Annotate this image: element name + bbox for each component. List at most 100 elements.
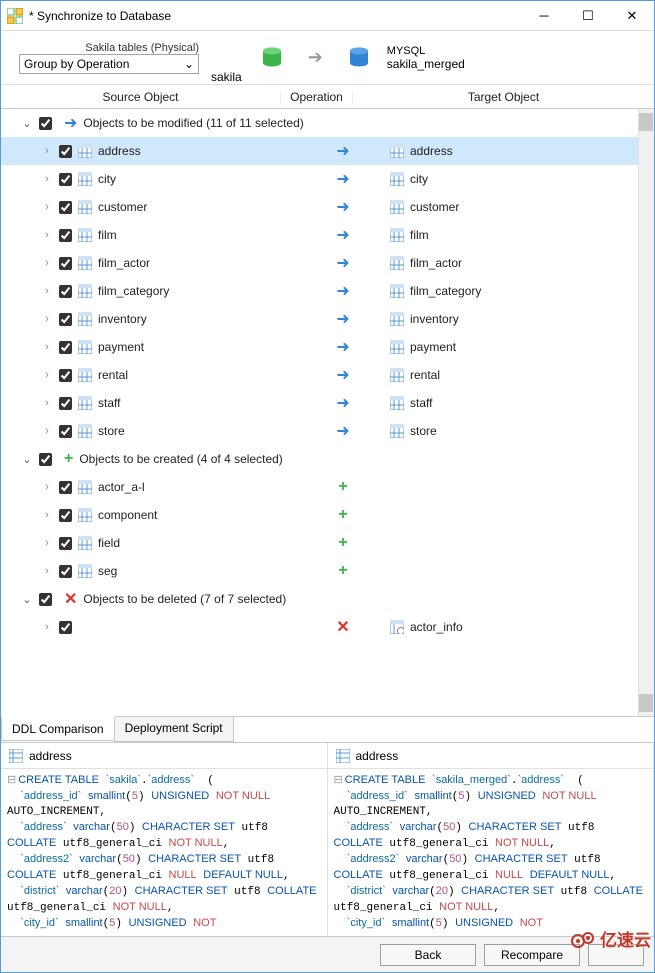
- collapse-icon[interactable]: ⌄: [21, 117, 33, 130]
- operation-cell: +: [308, 506, 378, 524]
- expand-icon[interactable]: ›: [41, 145, 53, 157]
- grouping-combo[interactable]: Group by Operation ⌄: [19, 54, 199, 74]
- table-icon: [78, 200, 92, 214]
- back-button[interactable]: Back: [380, 944, 476, 966]
- expand-icon[interactable]: ›: [41, 369, 53, 381]
- minimize-button[interactable]: ─: [522, 1, 566, 31]
- expand-icon[interactable]: ›: [41, 341, 53, 353]
- table-icon: [78, 368, 92, 382]
- object-checkbox[interactable]: [59, 397, 72, 410]
- operation-cell: ➜: [308, 281, 378, 301]
- operation-cell: ➜: [308, 365, 378, 385]
- app-icon: [7, 8, 23, 24]
- object-row[interactable]: ›staff➜staff: [1, 389, 654, 417]
- title-bar: * Synchronize to Database ─ ☐ ✕: [1, 1, 654, 31]
- ddl-target-code[interactable]: ⊟CREATE TABLE `sakila_merged`.`address` …: [328, 769, 654, 936]
- expand-icon[interactable]: ›: [41, 285, 53, 297]
- group-modified[interactable]: ⌄ ➜ Objects to be modified (11 of 11 sel…: [1, 109, 654, 137]
- table-icon: [390, 228, 404, 242]
- object-checkbox[interactable]: [59, 341, 72, 354]
- object-checkbox[interactable]: [59, 369, 72, 382]
- target-db-type: MYSQL: [387, 45, 465, 57]
- object-row[interactable]: ›city➜city: [1, 165, 654, 193]
- source-object-name: inventory: [98, 312, 147, 326]
- collapse-icon[interactable]: ⌄: [21, 453, 33, 466]
- source-object-name: film_actor: [98, 256, 150, 270]
- scrollbar-thumb-bottom[interactable]: [639, 694, 653, 712]
- table-icon: [336, 749, 350, 763]
- ddl-source-title: address: [29, 749, 72, 763]
- object-checkbox[interactable]: [59, 537, 72, 550]
- object-checkbox[interactable]: [59, 565, 72, 578]
- target-object-name: staff: [410, 396, 432, 410]
- target-object-name: film: [410, 228, 429, 242]
- scrollbar-thumb[interactable]: [639, 113, 653, 131]
- table-icon: [390, 340, 404, 354]
- table-icon: [390, 172, 404, 186]
- object-checkbox[interactable]: [59, 481, 72, 494]
- expand-icon[interactable]: ›: [41, 565, 53, 577]
- expand-icon[interactable]: ›: [41, 481, 53, 493]
- ddl-source-code[interactable]: ⊟CREATE TABLE `sakila`.`address` ( `addr…: [1, 769, 327, 936]
- target-object-name: inventory: [410, 312, 459, 326]
- operation-cell: +: [308, 478, 378, 496]
- object-row[interactable]: ›actor_a-l+: [1, 473, 654, 501]
- expand-icon[interactable]: ›: [41, 621, 53, 633]
- scrollbar-track[interactable]: [638, 109, 654, 716]
- expand-icon[interactable]: ›: [41, 313, 53, 325]
- group-created[interactable]: ⌄ + Objects to be created (4 of 4 select…: [1, 445, 654, 473]
- object-checkbox[interactable]: [59, 285, 72, 298]
- operation-cell: ➜: [308, 309, 378, 329]
- object-checkbox[interactable]: [59, 621, 72, 634]
- group-deleted-checkbox[interactable]: [39, 593, 52, 606]
- recompare-button[interactable]: Recompare: [484, 944, 580, 966]
- tab-ddl[interactable]: DDL Comparison: [1, 716, 115, 741]
- object-row[interactable]: ›field+: [1, 529, 654, 557]
- object-row[interactable]: ›✕actor_info: [1, 613, 654, 641]
- object-checkbox[interactable]: [59, 201, 72, 214]
- object-checkbox[interactable]: [59, 257, 72, 270]
- maximize-button[interactable]: ☐: [566, 1, 610, 31]
- chevron-down-icon: ⌄: [184, 57, 194, 71]
- group-created-checkbox[interactable]: [39, 453, 52, 466]
- object-row[interactable]: ›component+: [1, 501, 654, 529]
- modify-icon: ➜: [64, 113, 77, 133]
- collapse-icon[interactable]: ⌄: [21, 593, 33, 606]
- expand-icon[interactable]: ›: [41, 257, 53, 269]
- expand-icon[interactable]: ›: [41, 173, 53, 185]
- operation-cell: ✕: [308, 617, 378, 637]
- target-object-name: film_category: [410, 284, 481, 298]
- object-tree[interactable]: ⌄ ➜ Objects to be modified (11 of 11 sel…: [1, 109, 654, 716]
- group-deleted[interactable]: ⌄ ✕ Objects to be deleted (7 of 7 select…: [1, 585, 654, 613]
- object-checkbox[interactable]: [59, 145, 72, 158]
- object-checkbox[interactable]: [59, 509, 72, 522]
- object-row[interactable]: ›rental➜rental: [1, 361, 654, 389]
- expand-icon[interactable]: ›: [41, 537, 53, 549]
- expand-icon[interactable]: ›: [41, 201, 53, 213]
- object-row[interactable]: ›store➜store: [1, 417, 654, 445]
- object-row[interactable]: ›payment➜payment: [1, 333, 654, 361]
- object-checkbox[interactable]: [59, 173, 72, 186]
- table-icon: [78, 340, 92, 354]
- close-button[interactable]: ✕: [610, 1, 654, 31]
- expand-icon[interactable]: ›: [41, 229, 53, 241]
- expand-icon[interactable]: ›: [41, 397, 53, 409]
- expand-icon[interactable]: ›: [41, 425, 53, 437]
- object-checkbox[interactable]: [59, 229, 72, 242]
- object-row[interactable]: ›seg+: [1, 557, 654, 585]
- expand-icon[interactable]: ›: [41, 509, 53, 521]
- object-row[interactable]: ›film➜film: [1, 221, 654, 249]
- object-row[interactable]: ›film_category➜film_category: [1, 277, 654, 305]
- object-checkbox[interactable]: [59, 425, 72, 438]
- source-object-name: payment: [98, 340, 144, 354]
- target-db-icon: [347, 46, 371, 70]
- object-row[interactable]: ›customer➜customer: [1, 193, 654, 221]
- object-row[interactable]: ›address➜address: [1, 137, 654, 165]
- group-modified-checkbox[interactable]: [39, 117, 52, 130]
- ddl-target-title: address: [356, 749, 399, 763]
- sync-flow-bar: Sakila tables (Physical) Group by Operat…: [1, 31, 654, 85]
- object-row[interactable]: › inventory ➜ inventory: [1, 305, 654, 333]
- tab-deploy[interactable]: Deployment Script: [114, 717, 234, 742]
- object-checkbox[interactable]: [59, 313, 72, 326]
- object-row[interactable]: ›film_actor➜film_actor: [1, 249, 654, 277]
